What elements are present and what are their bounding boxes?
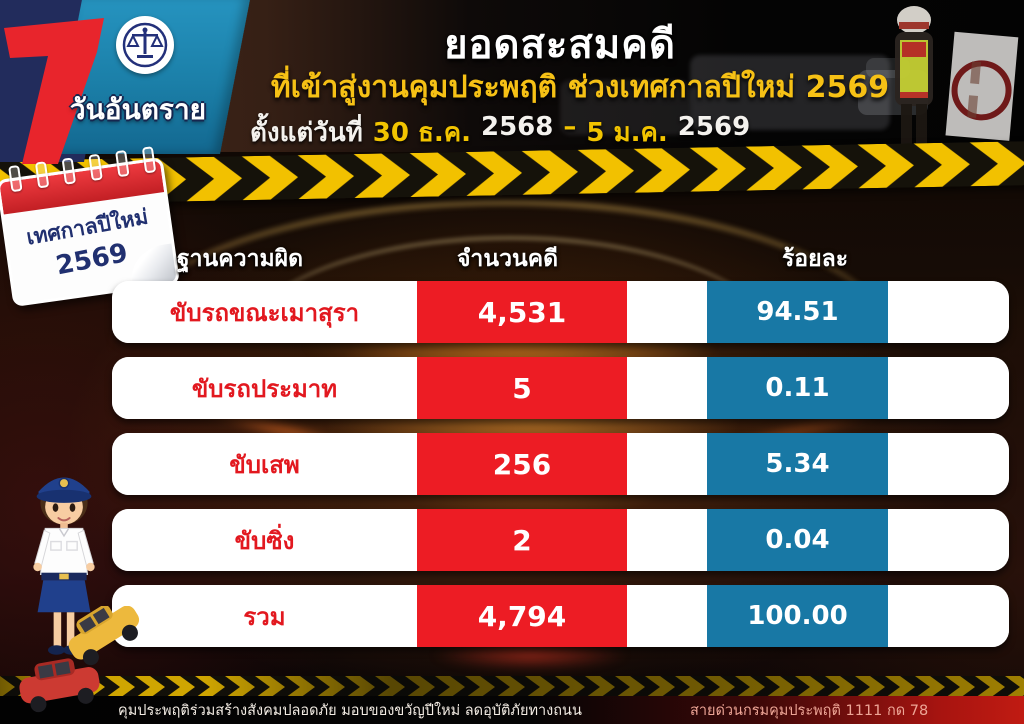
date-range: ตั้งแต่วันที่ 30 ธ.ค. 2568 – 5 ม.ค. 2569: [250, 112, 790, 153]
row-end-spacer: [888, 281, 1009, 343]
date-end: 5 ม.ค.: [586, 118, 668, 148]
table-row: ขับซิ่ง 2 0.04: [112, 509, 1009, 571]
row-end-spacer: [888, 433, 1009, 495]
row-spacer: [627, 357, 707, 419]
percent-value: 100.00: [707, 585, 888, 647]
case-count: 5: [417, 357, 627, 419]
offense-label: รวม: [112, 585, 417, 647]
percent-value: 5.34: [707, 433, 888, 495]
row-end-spacer: [888, 509, 1009, 571]
table-row: ขับรถขณะเมาสุรา 4,531 94.51: [112, 281, 1009, 343]
date-start: 30 ธ.ค.: [372, 118, 471, 148]
column-header-offense: ฐานความผิด: [176, 246, 304, 272]
column-header-percent: ร้อยละ: [781, 246, 849, 272]
case-count: 4,531: [417, 281, 627, 343]
percent-value: 94.51: [707, 281, 888, 343]
date-prefix: ตั้งแต่วันที่: [250, 118, 363, 148]
hazard-stripe-bottom: [0, 676, 1024, 698]
percent-value: 0.11: [707, 357, 888, 419]
case-count: 2: [417, 509, 627, 571]
scales-of-justice-icon: [122, 22, 168, 68]
row-spacer: [627, 281, 707, 343]
hazard-stripe-main: [0, 140, 1024, 206]
footer-slogan: คุมประพฤติร่วมสร้างสังคมปลอดภัย มอบของขว…: [118, 702, 582, 719]
row-end-spacer: [888, 357, 1009, 419]
data-table: ขับรถขณะเมาสุรา 4,531 94.51 ขับรถประมาท …: [112, 281, 1009, 661]
row-spacer: [627, 585, 707, 647]
row-spacer: [627, 433, 707, 495]
footer-hotline: สายด่วนกรมคุมประพฤติ 1111 กด 78: [690, 702, 929, 719]
car-shape-photo: [690, 55, 890, 130]
page-subtitle: ที่เข้าสู่งานคุมประพฤติ ช่วงเทศกาลปีใหม่…: [270, 70, 890, 105]
case-count: 4,794: [417, 585, 627, 647]
probation-officer-mascot: [33, 477, 95, 655]
table-row: ขับเสพ 256 5.34: [112, 433, 1009, 495]
page-title: ยอดสะสมคดี: [444, 22, 676, 68]
hazard-chevrons: [0, 140, 1024, 206]
row-spacer: [627, 509, 707, 571]
probation-department-logo: [116, 16, 174, 74]
date-end-year: 2569: [677, 112, 751, 142]
overpass-arc-glow-inner: [240, 236, 780, 460]
checkpoint-officer-photo: [858, 6, 1019, 152]
offense-label: ขับเสพ: [112, 433, 417, 495]
percent-value: 0.04: [707, 509, 888, 571]
table-row-total: รวม 4,794 100.00: [112, 585, 1009, 647]
row-end-spacer: [888, 585, 1009, 647]
red-seven-ribbon: [4, 18, 104, 164]
overpass-arc-glow: [110, 200, 900, 505]
hazard-dark-overlay: [0, 676, 1024, 698]
column-header-cases: จำนวนคดี: [456, 246, 559, 272]
banner-label: วันอันตราย: [69, 93, 207, 126]
toy-cars-crash-graphic: [19, 606, 140, 713]
case-count: 256: [417, 433, 627, 495]
offense-label: ขับรถประมาท: [112, 357, 417, 419]
offense-label: ขับซิ่ง: [112, 509, 417, 571]
car-shape-photo: [560, 80, 690, 135]
table-row: ขับรถประมาท 5 0.11: [112, 357, 1009, 419]
footer-bar: คุมประพฤติร่วมสร้างสังคมปลอดภัย มอบของขว…: [0, 696, 1024, 724]
offense-label: ขับรถขณะเมาสุรา: [112, 281, 417, 343]
date-separator: –: [563, 112, 577, 142]
date-start-year: 2568: [480, 112, 554, 142]
